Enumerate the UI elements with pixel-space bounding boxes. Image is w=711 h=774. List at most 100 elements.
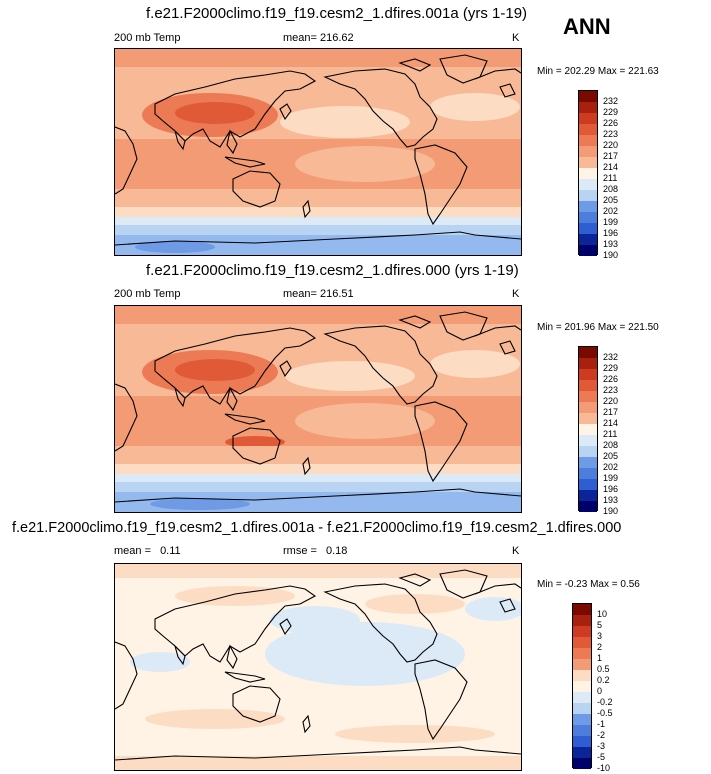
coast-north-america	[323, 583, 438, 663]
colorbar-tick: -2	[597, 730, 606, 740]
panel-1-units: K	[512, 32, 520, 44]
panel-1-title: f.e21.F2000climo.f19_f19.cesm2_1.dfires.…	[146, 5, 528, 22]
field-southern-mid	[115, 189, 521, 207]
colorbar-tick: 190	[603, 506, 619, 516]
field-antarctic-core	[135, 241, 215, 253]
panel-1-mean: mean= 216.62	[283, 32, 354, 44]
field-arctic-warm	[115, 564, 521, 578]
cb-seg	[573, 637, 591, 648]
coast-south-america	[414, 144, 468, 226]
panel-1-variable-label: 200 mb Temp	[114, 32, 181, 44]
cb-seg	[573, 725, 591, 736]
coast-arctic-islands	[398, 58, 432, 72]
panel-3-mean: mean = 0.11	[114, 545, 181, 557]
cb-seg	[579, 91, 597, 102]
coast-africa-east	[115, 126, 138, 195]
field-antarctic-warm	[115, 756, 521, 770]
season-label: ANN	[563, 14, 611, 39]
coast-north-america	[323, 68, 438, 148]
colorbar-tick: 211	[603, 173, 618, 183]
panel-2-mean-label: mean=	[283, 288, 317, 300]
field-southern-mid	[115, 446, 521, 464]
cb-seg	[579, 113, 597, 124]
panel-2-map	[114, 305, 522, 513]
field-southern-pale	[115, 217, 521, 225]
coast-antarctica	[115, 488, 521, 503]
colorbar-tick: 226	[603, 374, 619, 384]
coast-arctic-islands	[398, 315, 432, 329]
coast-japan	[279, 618, 292, 636]
cb-seg	[573, 659, 591, 670]
coast-australia	[232, 685, 281, 723]
panel-1-mean-label: mean=	[283, 32, 317, 44]
coast-india-peninsula	[173, 386, 186, 408]
coast-antarctica	[115, 231, 521, 246]
field-antarctic-1	[115, 225, 521, 235]
panel-3-colorbar: 10 5 3 2 1 0.5 0.2 0 -0.2 -0.5 -1 -2 -3 …	[572, 603, 652, 773]
cb-seg	[579, 479, 597, 490]
cb-seg	[573, 648, 591, 659]
panel-3-rmse-label: rmse =	[283, 545, 317, 557]
colorbar-tick: 193	[603, 239, 619, 249]
panel-3-minmax: Min = -0.23 Max = 0.56	[537, 579, 640, 590]
colorbar-tick: 196	[603, 228, 619, 238]
cb-seg	[579, 446, 597, 457]
panel-2-units: K	[512, 288, 520, 300]
cb-seg	[579, 234, 597, 245]
colorbar-tick: 202	[603, 462, 619, 472]
field-warm-south-2	[335, 725, 495, 743]
coast-new-zealand	[302, 456, 311, 476]
coast-japan	[279, 360, 292, 378]
cb-seg	[573, 615, 591, 626]
coast-europe	[474, 68, 521, 80]
colorbar-tick: 226	[603, 118, 619, 128]
panel-2-minmax: Min = 201.96 Max = 221.50	[537, 322, 659, 333]
cb-seg	[579, 380, 597, 391]
field-warm-asia-core	[175, 102, 255, 124]
field-cool-pacific-tropical	[295, 146, 435, 182]
panel-3-title: f.e21.F2000climo.f19_f19.cesm2_1.dfires.…	[12, 520, 622, 536]
panel-2-map-svg	[115, 306, 521, 512]
field-arctic-band	[115, 49, 521, 67]
field-warm-australia-south	[225, 436, 285, 448]
coast-indonesia	[224, 413, 266, 425]
cb-seg	[579, 179, 597, 190]
cb-seg	[579, 413, 597, 424]
cb-seg	[579, 358, 597, 369]
colorbar-tick: 211	[603, 429, 618, 439]
panel-2-variable-label: 200 mb Temp	[114, 288, 181, 300]
field-cool-indian	[130, 652, 190, 672]
panel-1-colorbar-frame	[578, 90, 598, 256]
colorbar-tick: -0.2	[597, 697, 613, 707]
cb-seg	[573, 626, 591, 637]
panel-1-mean-value: 216.62	[320, 32, 354, 44]
coast-australia	[232, 427, 281, 465]
panel-1-minmax: Min = 202.29 Max = 221.63	[537, 66, 659, 77]
field-cool-pacific-north	[270, 606, 360, 634]
colorbar-tick: -1	[597, 719, 606, 729]
cb-seg	[573, 714, 591, 725]
panel-2-coastlines	[115, 311, 521, 503]
cb-seg	[573, 692, 591, 703]
panel-2-mean-value: 216.51	[320, 288, 354, 300]
field-antarctic-1	[115, 482, 521, 492]
panel-3-map-svg	[115, 564, 521, 770]
field-cool-pacific-tropical	[295, 403, 435, 439]
colorbar-tick: 3	[597, 631, 603, 641]
cb-seg	[579, 391, 597, 402]
colorbar-tick: 217	[603, 151, 619, 161]
field-warm-south-1	[145, 709, 285, 729]
colorbar-tick: 217	[603, 407, 619, 417]
coast-japan	[279, 103, 292, 121]
cb-seg	[579, 168, 597, 179]
field-southern-light	[115, 464, 521, 474]
panel-3-mean-label: mean =	[114, 545, 151, 557]
colorbar-tick: 5	[597, 620, 603, 630]
panel-3-coastlines	[115, 569, 521, 761]
cb-seg	[573, 736, 591, 747]
field-cool-atlantic-north	[430, 350, 520, 378]
coast-western-europe	[499, 83, 516, 98]
field-cool-atlantic-north	[430, 93, 520, 121]
cb-seg	[573, 747, 591, 758]
colorbar-tick: 232	[603, 352, 619, 362]
